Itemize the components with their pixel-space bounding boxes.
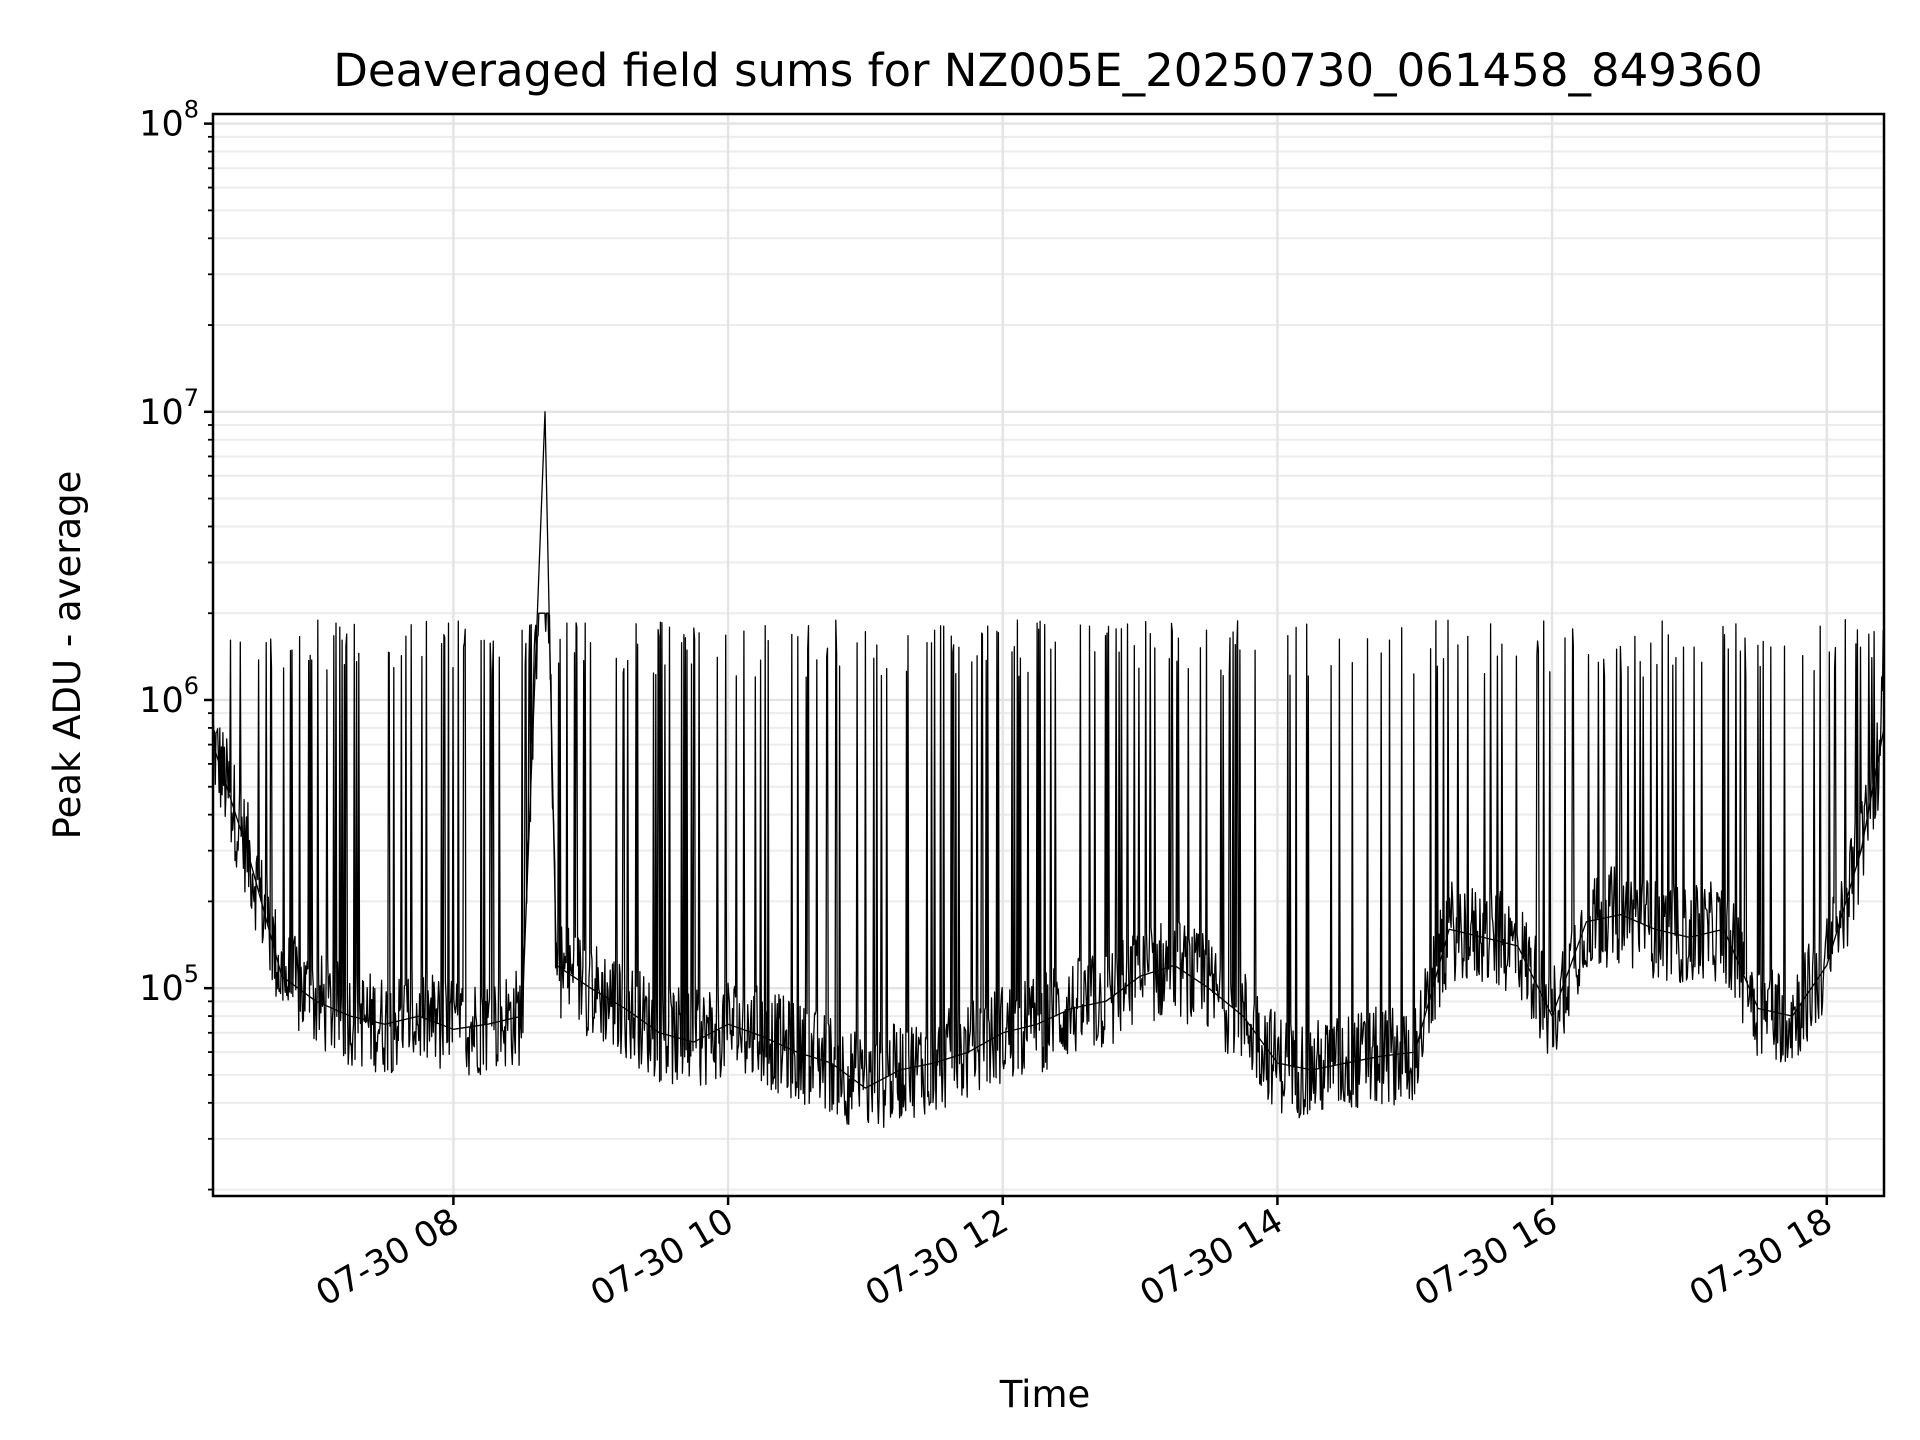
y-tick-label: 108	[139, 96, 199, 145]
y-tick-label: 106	[139, 672, 199, 721]
y-tick-label: 107	[139, 384, 199, 433]
x-axis-label: Time	[999, 1373, 1091, 1416]
series-layer	[212, 411, 1885, 1128]
y-axis-label: Peak ADU - average	[46, 471, 89, 840]
x-tick-label: 07-30 08	[310, 1201, 466, 1314]
x-tick-label: 07-30 10	[584, 1201, 740, 1314]
x-tick-label: 07-30 16	[1408, 1201, 1564, 1314]
y-tick-label: 105	[139, 960, 199, 1009]
x-tick-label: 07-30 14	[1134, 1201, 1290, 1314]
x-tick-label: 07-30 12	[859, 1201, 1015, 1314]
chart-title: Deaveraged field sums for NZ005E_2025073…	[333, 44, 1762, 97]
x-tick-label: 07-30 18	[1683, 1201, 1839, 1314]
series-noise	[212, 612, 1885, 1128]
plot-frame	[211, 112, 1886, 1198]
